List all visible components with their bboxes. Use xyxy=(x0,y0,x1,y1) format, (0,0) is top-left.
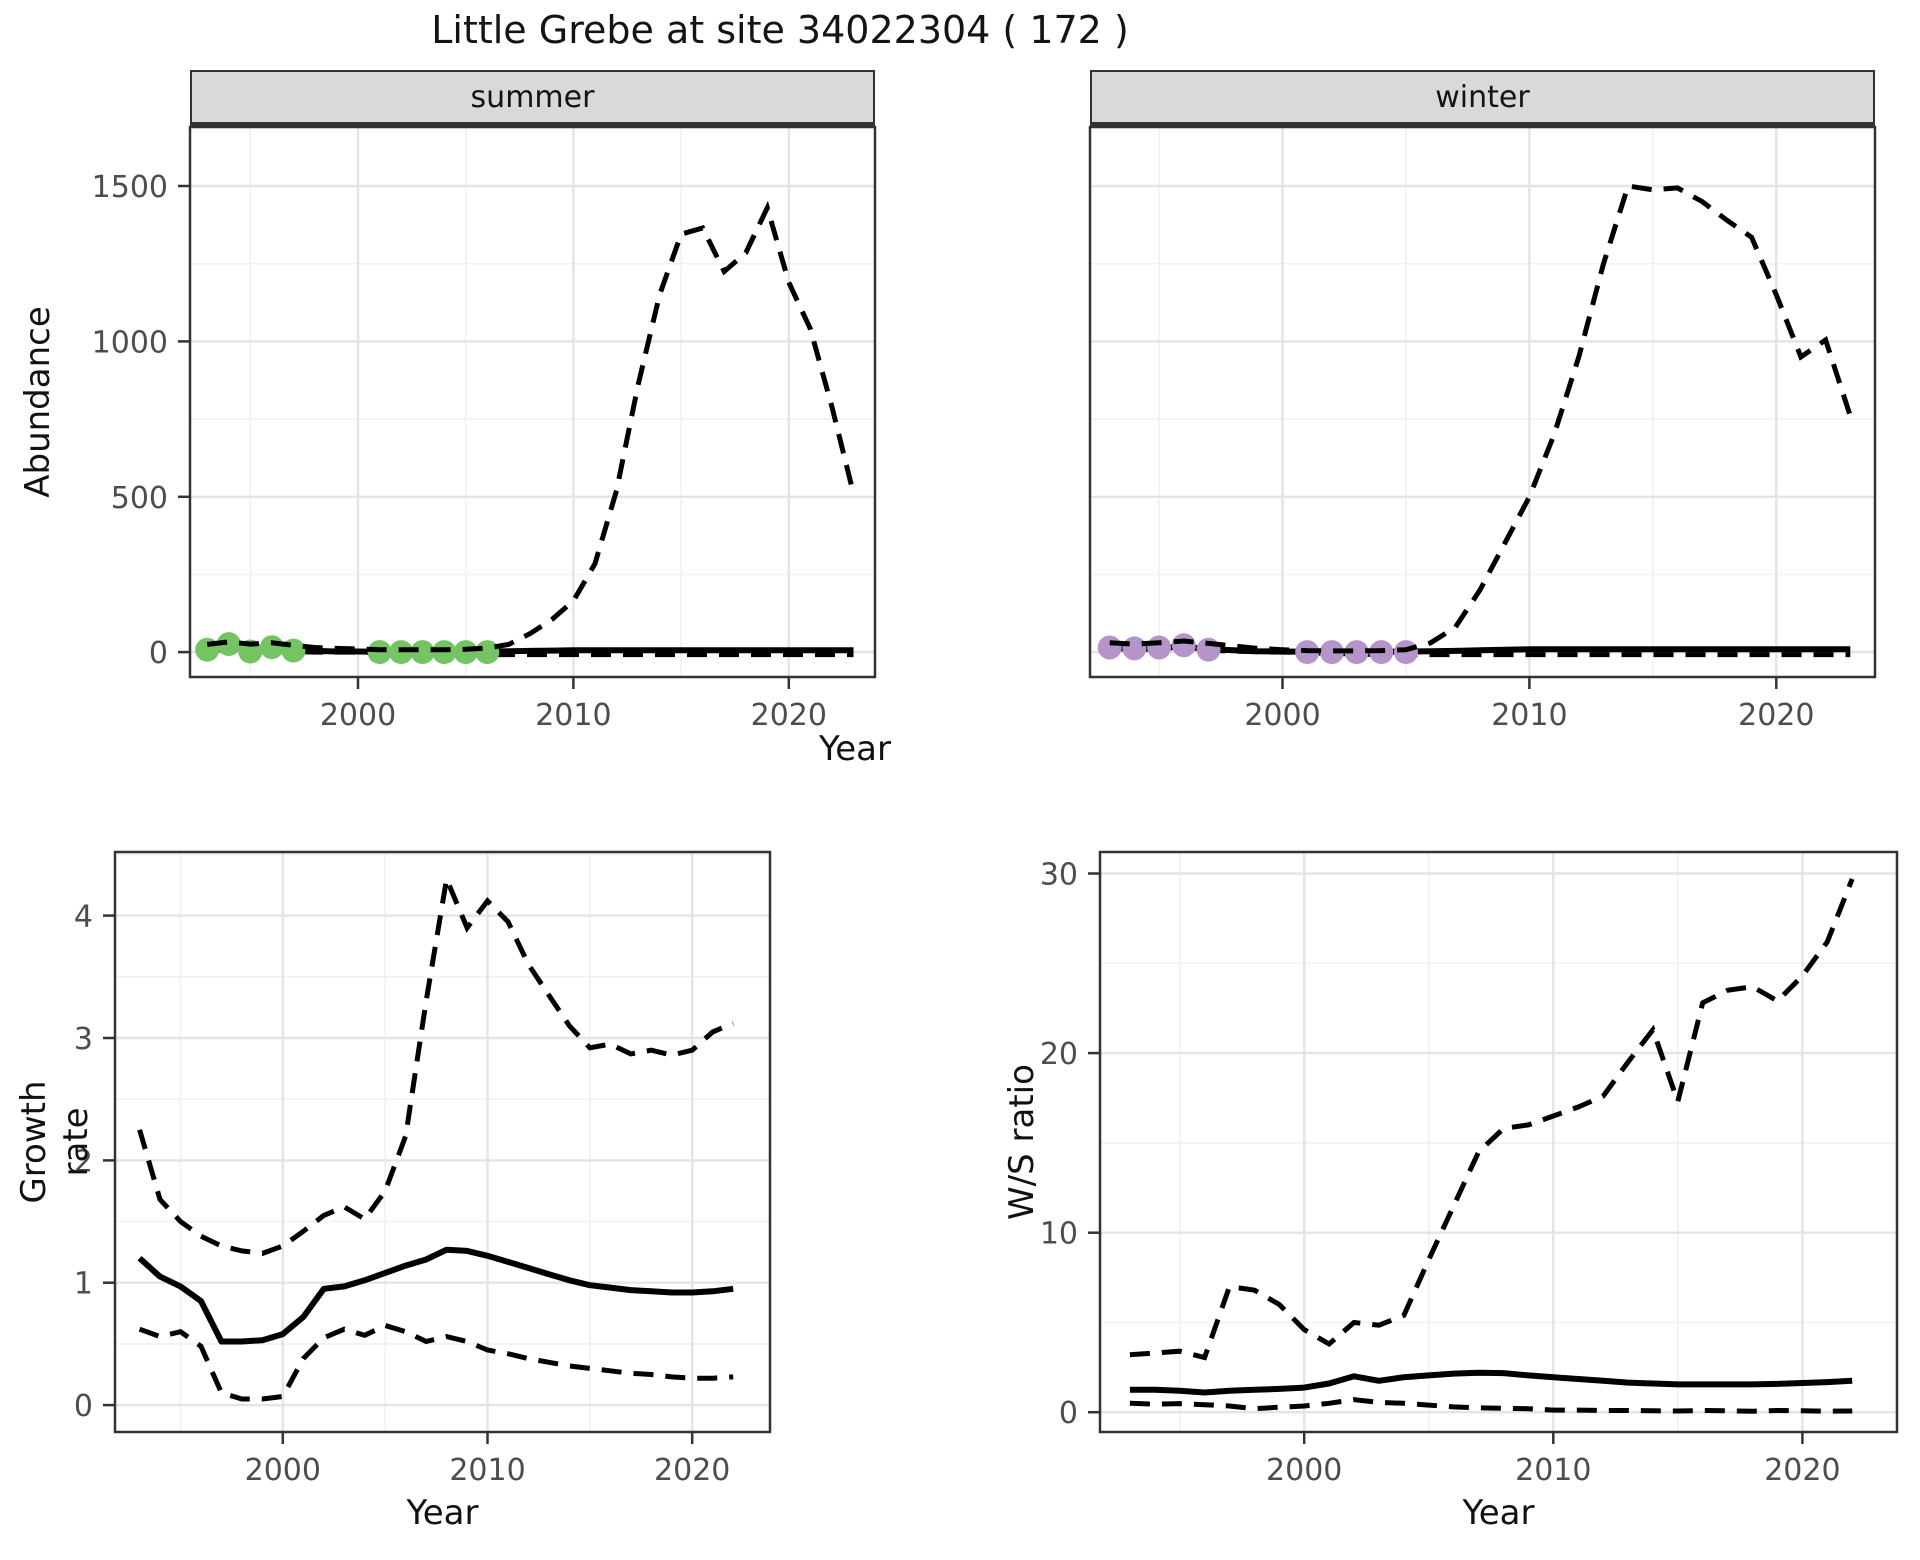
observation-point xyxy=(1171,633,1196,658)
chart-title: Little Grebe at site 34022304 ( 172 ) xyxy=(431,8,1129,52)
observation-point xyxy=(475,640,500,665)
x-tick-label: 2020 xyxy=(1764,1453,1840,1488)
panel-background xyxy=(1100,852,1897,1432)
panel-growth-rate: 2000 2010 2020 0 1 2 3 4 xyxy=(74,850,772,1488)
observation-point xyxy=(410,640,435,665)
observation-point xyxy=(216,632,241,657)
observation-point xyxy=(1122,636,1147,661)
x-tick-label: 2010 xyxy=(1515,1453,1591,1488)
growth-rate-axis-title: Growth rate xyxy=(14,1080,96,1204)
fit-line xyxy=(1129,1369,1853,1396)
y-tick-label: 1 xyxy=(74,1267,93,1302)
ws-ratio-axis-title: W/S ratio xyxy=(1002,1064,1042,1220)
panel-ws-ratio: 2000 2010 2020 0 10 20 30 xyxy=(1040,850,1899,1489)
observation-point xyxy=(453,640,478,665)
lower-ci-line xyxy=(138,1322,734,1402)
upper-ci-line xyxy=(1109,183,1853,654)
fit-line xyxy=(207,644,854,655)
upper-ci-line xyxy=(1129,877,1855,1361)
y-tick-label: 30 xyxy=(1040,858,1078,893)
y-tick-label: 4 xyxy=(74,900,93,935)
x-tick-label: 2010 xyxy=(535,698,611,733)
x-tick-label: 2020 xyxy=(1738,698,1814,733)
panel-background xyxy=(1090,127,1875,677)
panel-background xyxy=(115,852,770,1432)
y-tick-label: 2 xyxy=(74,1144,93,1179)
observation-point xyxy=(259,635,284,660)
y-tick-label: 20 xyxy=(1040,1037,1078,1072)
y-tick-label: 0 xyxy=(1059,1396,1078,1431)
y-tick-label: 3 xyxy=(74,1022,93,1057)
year-axis-title-bottom-right: Year xyxy=(1462,1493,1535,1533)
x-tick-label: 2000 xyxy=(245,1453,321,1488)
panel-border xyxy=(1098,850,1899,1434)
gridlines xyxy=(1100,852,1897,1432)
x-tick-label: 2000 xyxy=(1266,1453,1342,1488)
x-tick-label: 2020 xyxy=(654,1453,730,1488)
series-group xyxy=(137,869,735,1402)
observation-point xyxy=(1097,635,1122,660)
y-tick-label: 1500 xyxy=(92,170,168,205)
panel-border xyxy=(113,850,772,1434)
year-axis-title-bottom-left: Year xyxy=(406,1493,479,1533)
x-tick-label: 2000 xyxy=(320,698,396,733)
axis-ticks: 2000 2010 2020 0 500 1000 1500 xyxy=(92,170,827,733)
fit-line xyxy=(137,1246,734,1345)
observation-point xyxy=(1319,640,1344,665)
gridlines xyxy=(115,852,770,1432)
series-group xyxy=(1129,877,1855,1414)
lower-ci-line xyxy=(1109,645,1851,658)
y-tick-label: 10 xyxy=(1040,1217,1078,1252)
abundance-axis-title: Abundance xyxy=(18,306,58,498)
observation-point xyxy=(1344,640,1369,665)
axis-ticks: 2000 2010 2020 xyxy=(1244,677,1814,733)
upper-ci-line xyxy=(206,200,856,653)
series-group xyxy=(1097,183,1853,665)
series-group xyxy=(195,200,856,665)
x-tick-label: 2010 xyxy=(449,1453,525,1488)
axis-ticks: 2000 2010 2020 0 10 20 30 xyxy=(1040,858,1841,1489)
lower-ci-line xyxy=(1129,1397,1853,1414)
panel-background xyxy=(190,127,875,677)
observation-point xyxy=(1147,635,1172,660)
y-tick-label: 0 xyxy=(149,636,168,671)
x-tick-label: 2020 xyxy=(751,698,827,733)
panel-border xyxy=(1088,125,1877,679)
fit-line xyxy=(1109,643,1851,655)
axis-ticks: 2000 2010 2020 0 1 2 3 4 xyxy=(74,900,730,1488)
y-tick-label: 1000 xyxy=(92,325,168,360)
y-tick-label: 500 xyxy=(111,481,168,516)
panel-abundance-summer: 2000 2010 2020 0 500 1000 1500 xyxy=(92,125,877,733)
x-tick-label: 2000 xyxy=(1244,698,1320,733)
y-tick-label: 0 xyxy=(74,1389,93,1424)
upper-ci-line xyxy=(137,869,735,1256)
panel-abundance-winter: 2000 2010 2020 xyxy=(1088,125,1877,733)
year-axis-title-top: Year xyxy=(819,729,891,769)
facet-strip-winter: winter xyxy=(1090,70,1875,127)
panel-border xyxy=(188,125,877,679)
facet-strip-summer: summer xyxy=(190,70,875,127)
x-tick-label: 2010 xyxy=(1491,698,1567,733)
